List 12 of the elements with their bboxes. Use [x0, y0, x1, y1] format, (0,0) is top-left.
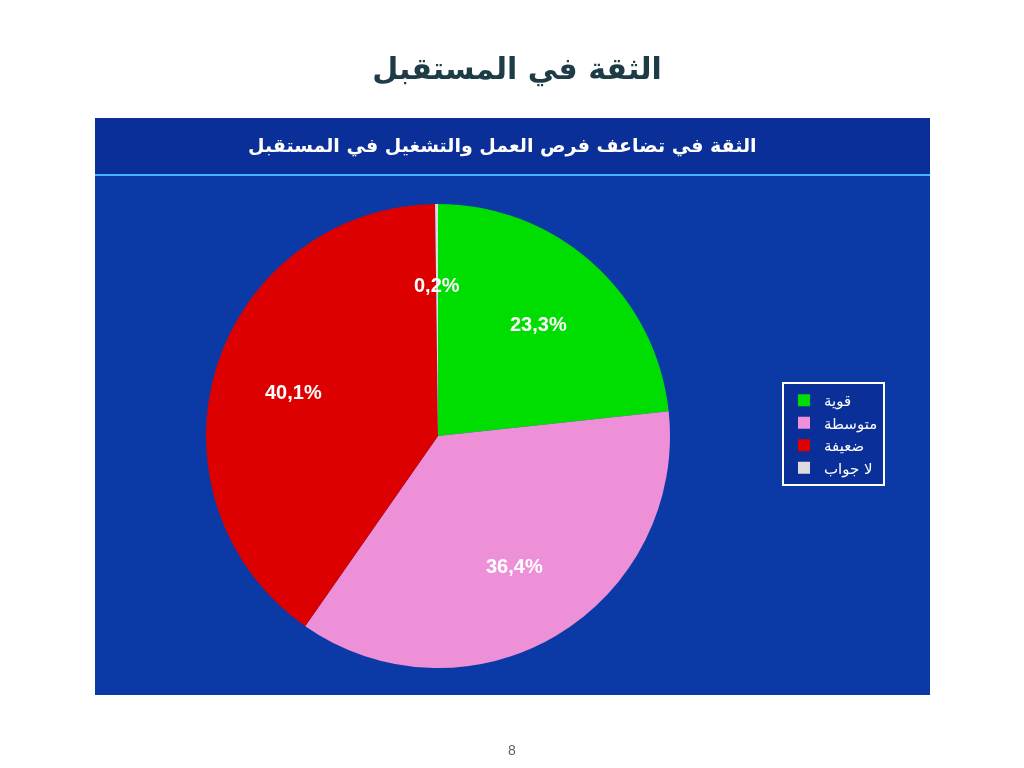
legend-label: لا جواب: [824, 459, 873, 478]
data-label: 36,4%: [486, 555, 543, 577]
legend-label: متوسطة: [824, 414, 878, 433]
data-label: 40,1%: [265, 381, 322, 403]
chart-subtitle: الثقة في تضاعف فرص العمل والتشغيل في المستقبل: [248, 134, 757, 157]
legend-label: ضعيفة: [824, 437, 865, 456]
text: 8: [508, 742, 516, 758]
chart-title: الثقة في المستقبل: [372, 50, 662, 87]
legend-label: قوية: [824, 392, 852, 411]
data-label: 23,3%: [510, 313, 567, 335]
data-label: 0,2%: [414, 274, 460, 296]
pie-slice: [305, 411, 670, 668]
